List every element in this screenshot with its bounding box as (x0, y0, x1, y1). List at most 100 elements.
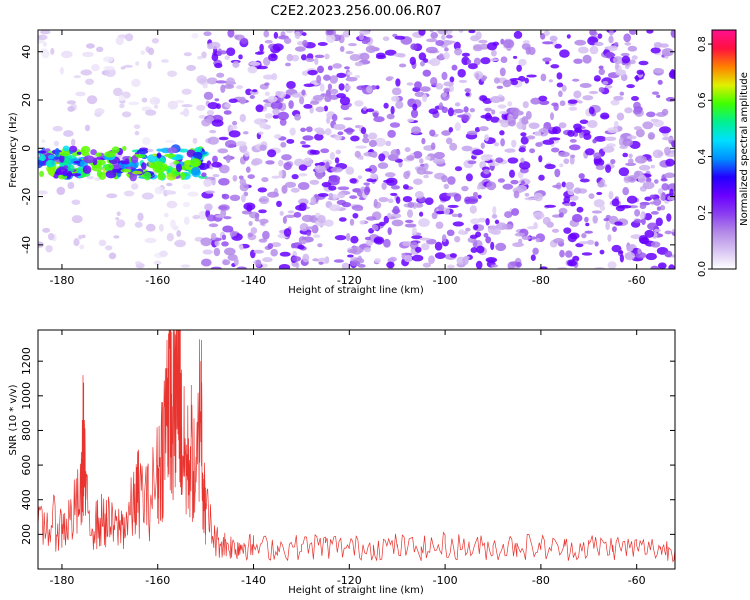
heatmap-cell (594, 241, 599, 247)
heatmap-cell (483, 232, 489, 238)
heatmap-cell (516, 64, 522, 72)
heatmap-cell (143, 171, 152, 181)
heatmap-cell (668, 264, 675, 269)
heatmap-cell (328, 185, 337, 191)
heatmap-cell (377, 162, 389, 169)
heatmap-cell (42, 227, 51, 233)
heatmap-cell (605, 164, 612, 173)
heatmap-cell (357, 175, 363, 180)
heatmap-cell (151, 38, 159, 44)
heatmap-cell (437, 30, 448, 35)
heatmap-cell (611, 198, 620, 207)
heatmap-cell (202, 249, 213, 255)
heatmap-cell (404, 147, 411, 153)
heatmap-cell (207, 136, 219, 145)
heatmap-cell (447, 176, 456, 185)
heatmap-cell (59, 67, 64, 75)
heatmap-cell (38, 34, 48, 41)
heatmap-cell (571, 213, 583, 223)
heatmap-cell (350, 235, 359, 244)
heatmap-cell (569, 195, 579, 201)
heatmap-cell (390, 185, 401, 190)
heatmap-cell (610, 159, 616, 165)
heatmap-cell (258, 131, 264, 135)
heatmap-cell (465, 92, 470, 97)
heatmap-cell (637, 174, 647, 184)
heatmap-cell (466, 196, 479, 205)
y-tick-label: 400 (20, 489, 33, 510)
heatmap-cell (247, 174, 255, 179)
figure-title: C2E2.2023.256.00.06.R07 (270, 4, 441, 19)
heatmap-cell (554, 43, 562, 49)
heatmap-cell (472, 149, 484, 156)
heatmap-cell (653, 68, 665, 74)
heatmap-cell (390, 106, 395, 115)
heatmap-cell (458, 30, 464, 34)
heatmap-cell (602, 145, 615, 153)
heatmap-cell (321, 181, 332, 188)
heatmap-cell (80, 69, 93, 76)
heatmap-cell (301, 214, 314, 223)
heatmap-cell (404, 219, 414, 223)
x-tick-label: -160 (145, 574, 170, 587)
heatmap-cell (56, 186, 66, 196)
heatmap-cell (513, 30, 523, 39)
heatmap-cell (661, 183, 669, 191)
heatmap-cell (657, 79, 663, 85)
heatmap-cell (524, 192, 530, 197)
colorbar-ticks: 0.0 0.2 0.4 0.6 0.8 (697, 36, 712, 277)
heatmap-cell (325, 89, 332, 98)
heatmap-cell (91, 164, 103, 172)
heatmap-cell (280, 31, 286, 37)
heatmap-cell (154, 104, 159, 109)
heatmap-cell (429, 30, 434, 33)
heatmap-cell (577, 46, 589, 54)
heatmap-cell (159, 250, 168, 258)
spectrogram-x-ticks: -180 -160 -140 -120 -100 -80 -60 (49, 30, 646, 287)
heatmap-cell (579, 119, 589, 125)
heatmap-cell (669, 69, 675, 78)
heatmap-cell (415, 246, 422, 253)
heatmap-cell (581, 252, 593, 256)
heatmap-cell (80, 148, 86, 155)
snr-x-ticks: -180 -160 -140 -120 -100 -80 -60 (49, 330, 646, 587)
heatmap-cell (569, 154, 576, 159)
heatmap-cell (667, 183, 675, 192)
heatmap-cell (247, 232, 254, 238)
heatmap-cell (520, 180, 526, 185)
heatmap-cell (255, 104, 264, 113)
heatmap-cell (602, 80, 609, 85)
heatmap-cell (182, 183, 192, 190)
heatmap-cell (412, 151, 423, 159)
heatmap-cell (490, 241, 495, 251)
heatmap-cell (338, 83, 345, 91)
heatmap-cell (251, 89, 258, 93)
heatmap-cell (231, 231, 237, 237)
heatmap-cell (301, 32, 307, 37)
heatmap-cell (239, 178, 247, 186)
heatmap-cell (596, 191, 603, 196)
heatmap-cell (232, 120, 238, 126)
heatmap-cell (344, 66, 350, 70)
heatmap-cell (543, 30, 550, 37)
heatmap-cell (209, 41, 221, 50)
heatmap-cell (283, 162, 292, 171)
heatmap-cell (98, 239, 107, 247)
heatmap-cell (218, 178, 230, 186)
heatmap-cell (624, 42, 632, 46)
heatmap-cell (407, 118, 415, 123)
heatmap-cell (511, 139, 517, 148)
heatmap-cell (238, 54, 243, 60)
heatmap-cell (579, 178, 590, 183)
heatmap-cell (467, 130, 478, 136)
heatmap-cell (599, 205, 606, 211)
heatmap-cell (559, 49, 570, 58)
heatmap-cell (510, 179, 519, 185)
heatmap-cell (358, 248, 364, 253)
heatmap-cell (451, 64, 458, 71)
heatmap-cell (242, 131, 249, 135)
heatmap-cell (467, 63, 478, 70)
heatmap-cell (348, 43, 357, 47)
heatmap-cell (334, 157, 340, 164)
heatmap-cell (410, 43, 418, 51)
